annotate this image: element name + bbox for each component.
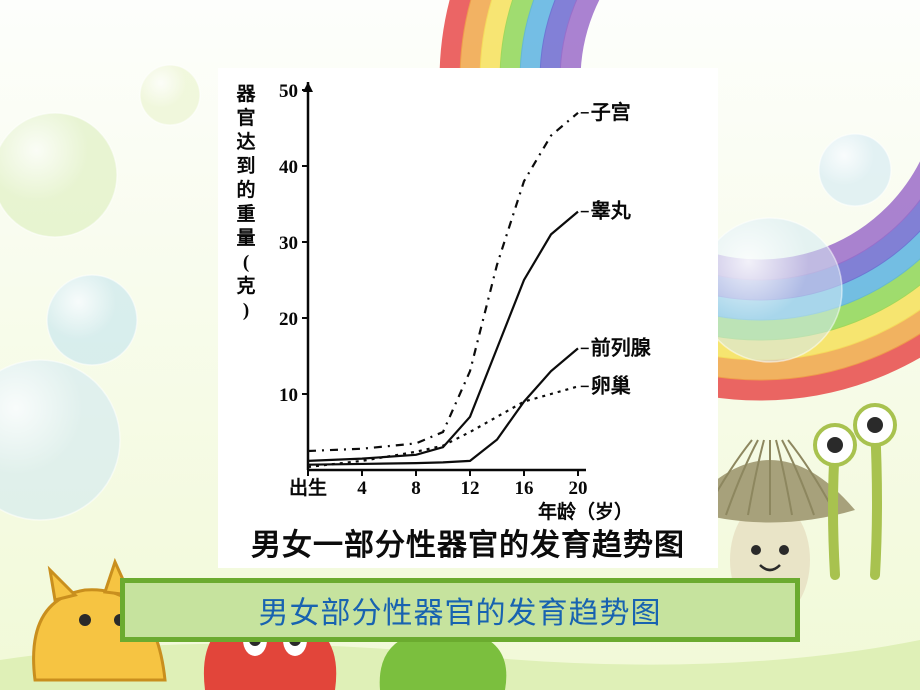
svg-text:16: 16 [515, 478, 534, 499]
svg-text:的: 的 [236, 178, 255, 201]
svg-text:20: 20 [279, 309, 298, 330]
svg-text:前列腺: 前列腺 [591, 335, 652, 359]
chart-panel: 1020304050出生48121620器官达到的重量(克)年龄（岁）子宫睾丸前… [218, 68, 718, 568]
title-banner: 男女部分性器官的发育趋势图 [120, 578, 800, 642]
svg-text:50: 50 [279, 81, 298, 102]
line-chart: 1020304050出生48121620器官达到的重量(克)年龄（岁）子宫睾丸前… [218, 68, 718, 568]
svg-text:40: 40 [279, 157, 298, 178]
svg-text:20: 20 [569, 478, 588, 499]
svg-text:睾丸: 睾丸 [591, 199, 632, 223]
svg-text:子宫: 子宫 [591, 100, 631, 124]
svg-text:(: ( [243, 252, 249, 273]
svg-text:): ) [243, 300, 249, 321]
title-banner-text: 男女部分性器官的发育趋势图 [259, 588, 662, 632]
chart-caption: 男女一部分性器官的发育趋势图 [218, 520, 718, 564]
svg-text:出生: 出生 [289, 476, 327, 499]
svg-text:到: 到 [236, 155, 255, 177]
svg-text:器: 器 [235, 83, 256, 105]
svg-text:达: 达 [236, 130, 255, 153]
svg-text:克: 克 [236, 274, 255, 297]
svg-text:8: 8 [411, 478, 421, 499]
svg-text:重: 重 [236, 203, 255, 225]
svg-text:4: 4 [357, 478, 367, 499]
svg-text:量: 量 [236, 227, 255, 249]
svg-text:10: 10 [279, 385, 298, 406]
svg-text:卵巢: 卵巢 [591, 373, 631, 397]
svg-text:30: 30 [279, 233, 298, 254]
svg-text:官: 官 [236, 106, 255, 129]
svg-text:12: 12 [461, 478, 480, 499]
